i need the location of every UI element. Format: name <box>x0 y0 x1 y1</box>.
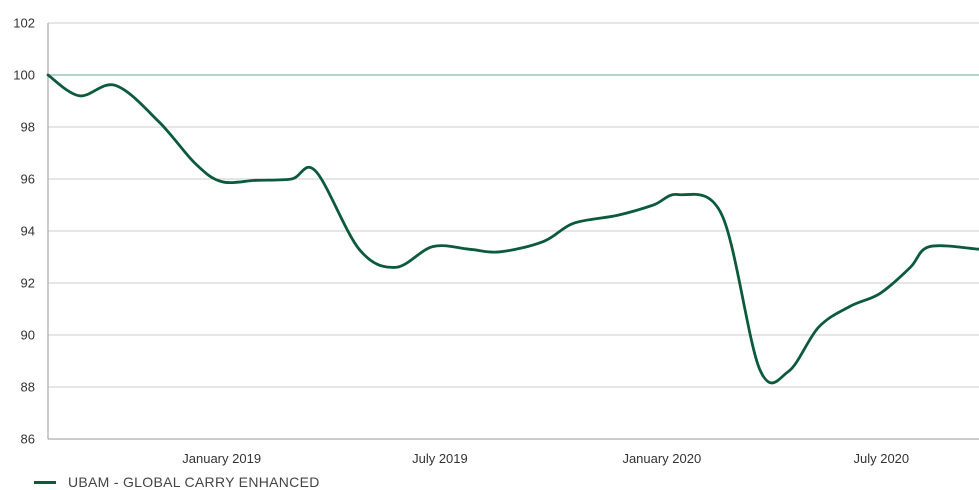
line-chart: 86 88 90 92 94 96 98 100 102 January 2019 July 201… <box>13 16 979 466</box>
y-tick-label: 94 <box>21 224 35 239</box>
x-tick-label: July 2019 <box>412 451 468 466</box>
x-tick-label: January 2019 <box>182 451 261 466</box>
y-tick-label: 100 <box>13 68 35 83</box>
y-tick-label: 98 <box>21 120 35 135</box>
legend: UBAM - GLOBAL CARRY ENHANCED <box>34 474 320 490</box>
y-tick-label: 96 <box>21 172 35 187</box>
y-tick-label: 86 <box>21 432 35 447</box>
x-tick-label: January 2020 <box>622 451 701 466</box>
y-tick-label: 102 <box>13 16 35 31</box>
y-tick-label: 88 <box>21 380 35 395</box>
x-tick-label: July 2020 <box>853 451 909 466</box>
y-tick-label: 92 <box>21 276 35 291</box>
y-tick-label: 90 <box>21 328 35 343</box>
legend-swatch <box>34 480 56 484</box>
legend-label: UBAM - GLOBAL CARRY ENHANCED <box>68 474 320 490</box>
series-line <box>46 73 979 385</box>
